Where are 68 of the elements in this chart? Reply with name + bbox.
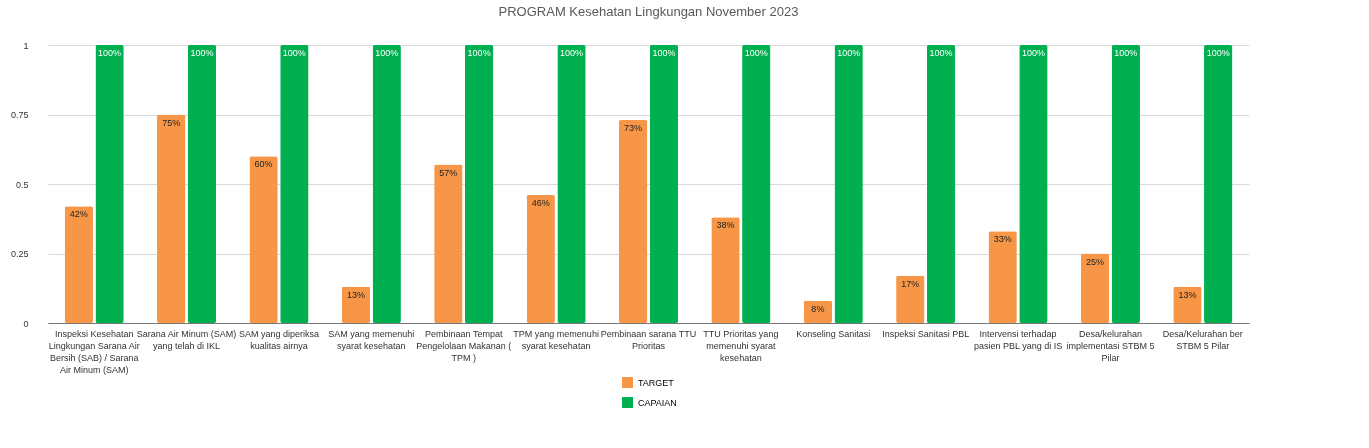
x-tick-label: SAM yang diperiksa kualitas airnya bbox=[238, 328, 319, 351]
data-label: 100% bbox=[929, 48, 953, 58]
x-tick-label: Inspeksi Sanitasi PBL bbox=[882, 328, 970, 339]
x-tick-label: Intervensi terhadap pasien PBL yang di IS bbox=[973, 328, 1063, 351]
x-tick-label: Pembinaan Tempat Pengelolaan Makanan ( TPM ) bbox=[416, 328, 512, 363]
data-label: 100% bbox=[1114, 48, 1138, 58]
data-label: 33% bbox=[993, 234, 1012, 245]
bar bbox=[649, 45, 679, 323]
bar bbox=[95, 45, 124, 323]
data-label: 13% bbox=[346, 289, 365, 300]
bar bbox=[834, 45, 863, 323]
legend-label: CAPAIAN bbox=[638, 397, 677, 408]
bar bbox=[926, 45, 956, 323]
y-tick-label: 0.75 bbox=[10, 110, 29, 120]
data-label: 8% bbox=[811, 303, 825, 314]
data-label: 100% bbox=[375, 48, 399, 58]
data-label: 17% bbox=[901, 278, 920, 289]
data-label: 38% bbox=[716, 220, 735, 231]
data-label: 100% bbox=[744, 48, 768, 58]
x-tick-label: SAM yang memenuhi syarat kesehatan bbox=[328, 328, 415, 351]
bar bbox=[1080, 253, 1110, 323]
x-tick-label: Desa/kelurahan implementasi STBM 5 Pilar bbox=[1066, 328, 1155, 363]
x-tick-label: TTU Prioritas yang memenuhi syarat kesehatan bbox=[703, 328, 779, 363]
bar bbox=[464, 45, 494, 323]
bar bbox=[618, 120, 648, 323]
data-label: 25% bbox=[1086, 256, 1105, 267]
data-label: 100% bbox=[560, 48, 584, 58]
x-tick-label: TPM yang memenuhi syarat kesehatan bbox=[513, 328, 599, 351]
x-tick-label: Desa/Kelurahan ber STBM 5 Pilar bbox=[1162, 328, 1243, 351]
data-label: 42% bbox=[69, 209, 88, 220]
bar bbox=[742, 45, 771, 323]
bar bbox=[557, 45, 586, 323]
data-label: 73% bbox=[624, 123, 643, 134]
data-label: 13% bbox=[1178, 289, 1197, 300]
bar bbox=[372, 45, 401, 323]
data-label: 100% bbox=[1206, 48, 1230, 58]
data-label: 100% bbox=[652, 48, 676, 58]
bar bbox=[64, 206, 93, 323]
data-label: 75% bbox=[162, 117, 181, 128]
y-tick-label: 0.25 bbox=[10, 249, 29, 259]
data-label: 57% bbox=[439, 167, 458, 178]
bar bbox=[280, 45, 309, 323]
bar bbox=[249, 156, 278, 323]
bar bbox=[526, 195, 555, 323]
data-label: 100% bbox=[1021, 48, 1045, 58]
data-label: 100% bbox=[98, 48, 122, 58]
legend-label: TARGET bbox=[638, 377, 675, 388]
bar bbox=[1019, 45, 1048, 323]
bar bbox=[1111, 45, 1140, 323]
bar bbox=[711, 217, 740, 323]
bar bbox=[988, 231, 1017, 323]
bar bbox=[1204, 45, 1233, 323]
bar bbox=[187, 45, 217, 323]
data-label: 60% bbox=[254, 159, 273, 170]
data-label: 100% bbox=[282, 48, 306, 58]
y-tick-label: 0 bbox=[23, 318, 29, 329]
data-label: 100% bbox=[467, 48, 491, 58]
y-tick-label: 0.5 bbox=[15, 179, 29, 190]
x-tick-label: Pembinaan sarana TTU Prioritas bbox=[600, 328, 697, 351]
data-label: 46% bbox=[531, 198, 550, 209]
bar bbox=[434, 164, 463, 323]
x-tick-label: Konseling Sanitasi bbox=[796, 328, 871, 339]
chart-title: PROGRAM Kesehatan Lingkungan November 2023 bbox=[498, 4, 799, 19]
y-tick-label: 1 bbox=[23, 40, 29, 51]
bar bbox=[341, 286, 371, 323]
data-label: 100% bbox=[837, 48, 861, 58]
bar bbox=[157, 114, 186, 323]
data-label: 100% bbox=[190, 48, 214, 58]
